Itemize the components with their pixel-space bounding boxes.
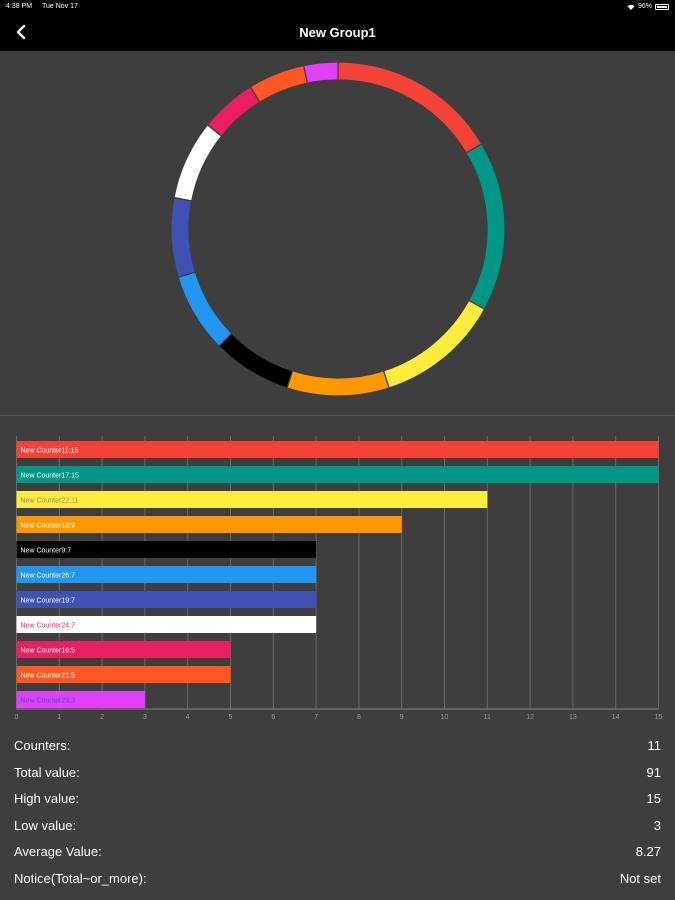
donut-slice-8[interactable] xyxy=(206,86,261,137)
x-tick-label-11: 11 xyxy=(484,714,491,721)
stat-row-average: Average Value: 8.27 xyxy=(0,839,675,865)
bar-1[interactable] xyxy=(16,466,659,483)
back-button[interactable] xyxy=(8,19,34,45)
bar-label-9: New Counter21:5 xyxy=(21,673,76,680)
stat-row-high: High value: 15 xyxy=(0,786,675,812)
stat-value: 8.27 xyxy=(635,844,661,859)
divider xyxy=(0,415,675,416)
status-time: 4:38 PM xyxy=(6,3,33,10)
x-tick-label-1: 1 xyxy=(57,714,61,721)
stat-value: 11 xyxy=(647,738,662,753)
bar-label-4: New Counter9:7 xyxy=(21,548,72,555)
donut-slice-6[interactable] xyxy=(170,196,197,279)
donut-slice-0[interactable] xyxy=(337,61,483,154)
bar-10[interactable] xyxy=(16,691,145,708)
status-right: 96% xyxy=(627,3,669,10)
bar-label-10: New Counter23:3 xyxy=(21,698,76,705)
bar-2[interactable] xyxy=(16,491,488,508)
bar-label-0: New Counter11:15 xyxy=(21,448,79,455)
bar-0[interactable] xyxy=(16,441,659,458)
x-tick-label-15: 15 xyxy=(655,714,663,721)
x-tick-label-5: 5 xyxy=(229,714,233,721)
x-tick-label-13: 13 xyxy=(569,714,577,721)
stat-value: 15 xyxy=(646,791,661,806)
x-tick-label-0: 0 xyxy=(15,714,19,721)
x-tick-label-3: 3 xyxy=(143,714,147,721)
stat-value: Not set xyxy=(619,870,661,886)
bar-chart-area: New Counter11:15 New Counter17:15 New Coun… xyxy=(0,420,675,730)
stat-value: 3 xyxy=(653,817,661,833)
stat-value: 91 xyxy=(646,764,661,780)
stat-label: Low value: xyxy=(14,817,77,833)
bar-label-8: New Counter16:5 xyxy=(21,648,76,655)
bar-4[interactable] xyxy=(16,541,317,558)
x-tick-label-7: 7 xyxy=(314,714,318,721)
x-tick-label-12: 12 xyxy=(526,714,534,721)
stat-label: Counters: xyxy=(14,738,71,753)
status-bar: 4:38 PM Tue Nov 17 96% xyxy=(0,0,675,14)
x-tick-label-6: 6 xyxy=(271,714,275,721)
stat-row-total: Total value: 91 xyxy=(0,760,675,786)
donut-slice-9[interactable] xyxy=(249,64,309,103)
donut-chart-area xyxy=(0,51,675,414)
donut-slice-7[interactable] xyxy=(173,124,223,202)
bar-5[interactable] xyxy=(16,566,317,583)
stat-row-notice: Notice(Total~or_more): Not set xyxy=(0,866,675,892)
stat-label: High value: xyxy=(14,791,80,806)
bar-label-6: New Counter19:7 xyxy=(21,598,76,605)
stat-row-counters: Counters: 11 xyxy=(0,733,675,759)
donut-slice-10[interactable] xyxy=(302,61,339,84)
stat-row-low: Low value: 3 xyxy=(0,813,675,839)
donut-slice-5[interactable] xyxy=(177,271,233,347)
x-tick-label-4: 4 xyxy=(186,714,190,721)
donut-slice-4[interactable] xyxy=(218,332,294,389)
bar-8[interactable] xyxy=(16,641,231,658)
bar-label-2: New Counter22:11 xyxy=(21,498,79,505)
bar-chart: New Counter11:15 New Counter17:15 New Coun… xyxy=(15,436,663,721)
bar-6[interactable] xyxy=(16,591,317,608)
bar-label-3: New Counter18:9 xyxy=(21,523,76,530)
x-tick-label-8: 8 xyxy=(357,714,361,721)
nav-bar: New Group1 xyxy=(0,14,675,51)
x-tick-label-2: 2 xyxy=(100,714,104,721)
donut-slice-2[interactable] xyxy=(382,299,486,389)
stat-label: Notice(Total~or_more): xyxy=(14,870,147,886)
donut-slice-3[interactable] xyxy=(286,370,390,397)
battery-percent: 96% xyxy=(637,3,652,10)
bar-9[interactable] xyxy=(16,666,231,683)
battery-icon xyxy=(655,3,669,10)
wifi-icon xyxy=(627,4,635,10)
page-title: New Group1 xyxy=(299,25,376,40)
stat-label: Average Value: xyxy=(14,844,102,859)
bar-3[interactable] xyxy=(16,516,402,533)
status-date: Tue Nov 17 xyxy=(42,3,78,10)
x-tick-label-9: 9 xyxy=(400,714,404,721)
x-tick-label-10: 10 xyxy=(441,714,449,721)
stat-label: Total value: xyxy=(14,764,80,780)
donut-slice-1[interactable] xyxy=(465,143,506,310)
x-tick-label-14: 14 xyxy=(612,714,620,721)
chevron-left-icon xyxy=(16,24,26,40)
bar-label-1: New Counter17:15 xyxy=(21,473,79,480)
donut-chart xyxy=(170,61,506,397)
bar-label-5: New Counter26:7 xyxy=(21,573,76,580)
bar-7[interactable] xyxy=(16,616,317,633)
bar-label-7: New Counter24:7 xyxy=(21,623,76,630)
